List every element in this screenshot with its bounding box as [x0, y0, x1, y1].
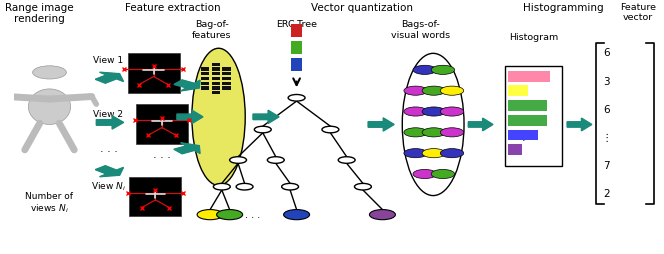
- Text: 6: 6: [604, 48, 610, 58]
- Circle shape: [254, 126, 271, 133]
- Text: :: :: [521, 133, 525, 143]
- Circle shape: [284, 210, 309, 220]
- Bar: [222, 72, 231, 75]
- Circle shape: [236, 183, 253, 190]
- Bar: [222, 77, 231, 80]
- Circle shape: [230, 157, 246, 163]
- Bar: [505, 66, 562, 166]
- Polygon shape: [96, 72, 124, 83]
- Bar: [127, 53, 179, 93]
- Text: View $N_i$: View $N_i$: [90, 180, 125, 193]
- Circle shape: [431, 169, 455, 179]
- Circle shape: [422, 86, 446, 95]
- Polygon shape: [174, 80, 200, 91]
- Polygon shape: [567, 118, 592, 131]
- Text: Histogram: Histogram: [509, 33, 558, 42]
- Circle shape: [213, 183, 230, 190]
- Ellipse shape: [29, 89, 70, 124]
- Circle shape: [268, 157, 284, 163]
- Text: ERC-Tree: ERC-Tree: [276, 20, 317, 29]
- Bar: [212, 91, 220, 94]
- Bar: [201, 77, 209, 80]
- Text: Feature
vector: Feature vector: [620, 3, 656, 22]
- Bar: [201, 72, 209, 75]
- Polygon shape: [468, 118, 493, 131]
- Bar: [212, 77, 220, 80]
- Circle shape: [440, 149, 463, 158]
- Bar: [212, 68, 220, 71]
- Circle shape: [404, 86, 428, 95]
- Text: View 1: View 1: [93, 56, 123, 66]
- Circle shape: [404, 107, 428, 116]
- Polygon shape: [96, 116, 124, 129]
- Bar: [129, 177, 181, 216]
- Bar: [212, 63, 220, 66]
- Text: View 2: View 2: [93, 110, 123, 119]
- Text: Number of
views $N_i$: Number of views $N_i$: [25, 192, 74, 215]
- Text: Feature extraction: Feature extraction: [125, 3, 221, 12]
- Bar: [212, 82, 220, 85]
- Circle shape: [33, 66, 66, 79]
- Bar: [222, 82, 231, 85]
- Bar: [508, 130, 539, 140]
- Text: 3: 3: [604, 76, 610, 87]
- Bar: [508, 71, 550, 82]
- Polygon shape: [253, 110, 279, 123]
- Circle shape: [431, 65, 455, 74]
- Circle shape: [288, 94, 305, 101]
- Ellipse shape: [192, 48, 245, 185]
- Bar: [136, 104, 188, 144]
- Bar: [291, 24, 302, 37]
- Circle shape: [282, 183, 299, 190]
- Circle shape: [440, 128, 463, 137]
- Text: 6: 6: [604, 105, 610, 115]
- Ellipse shape: [402, 53, 464, 196]
- Bar: [201, 82, 209, 85]
- Bar: [508, 85, 529, 96]
- Circle shape: [440, 86, 463, 95]
- Circle shape: [404, 128, 428, 137]
- Text: Histogramming: Histogramming: [523, 3, 604, 12]
- Circle shape: [413, 169, 436, 179]
- Circle shape: [369, 210, 396, 220]
- Polygon shape: [174, 143, 200, 154]
- Circle shape: [422, 149, 446, 158]
- Bar: [222, 68, 231, 71]
- Bar: [212, 86, 220, 90]
- Circle shape: [422, 107, 446, 116]
- Bar: [201, 86, 209, 90]
- Text: Vector quantization: Vector quantization: [311, 3, 412, 12]
- Bar: [508, 144, 522, 155]
- Circle shape: [422, 128, 446, 137]
- Text: . . .: . . .: [245, 210, 260, 220]
- Text: . . .: . . .: [153, 150, 171, 160]
- Text: 2: 2: [604, 189, 610, 199]
- Text: 7: 7: [604, 161, 610, 171]
- Polygon shape: [368, 118, 394, 131]
- Circle shape: [322, 126, 339, 133]
- Circle shape: [338, 157, 355, 163]
- Bar: [291, 58, 302, 71]
- Text: Range image
rendering: Range image rendering: [5, 3, 74, 24]
- Bar: [201, 68, 209, 71]
- Circle shape: [404, 149, 428, 158]
- Circle shape: [413, 65, 436, 74]
- Text: ⋮: ⋮: [602, 133, 612, 143]
- Circle shape: [197, 210, 223, 220]
- Polygon shape: [177, 110, 203, 123]
- Bar: [291, 41, 302, 54]
- Circle shape: [216, 210, 242, 220]
- Circle shape: [440, 107, 463, 116]
- Text: Bags-of-
visual words: Bags-of- visual words: [390, 20, 450, 40]
- Text: . . .: . . .: [100, 144, 118, 154]
- Text: Bag-of-
features: Bag-of- features: [193, 20, 232, 40]
- Bar: [508, 100, 548, 111]
- Bar: [508, 115, 548, 126]
- Circle shape: [355, 183, 371, 190]
- Bar: [212, 72, 220, 75]
- Polygon shape: [96, 166, 124, 177]
- Bar: [222, 86, 231, 90]
